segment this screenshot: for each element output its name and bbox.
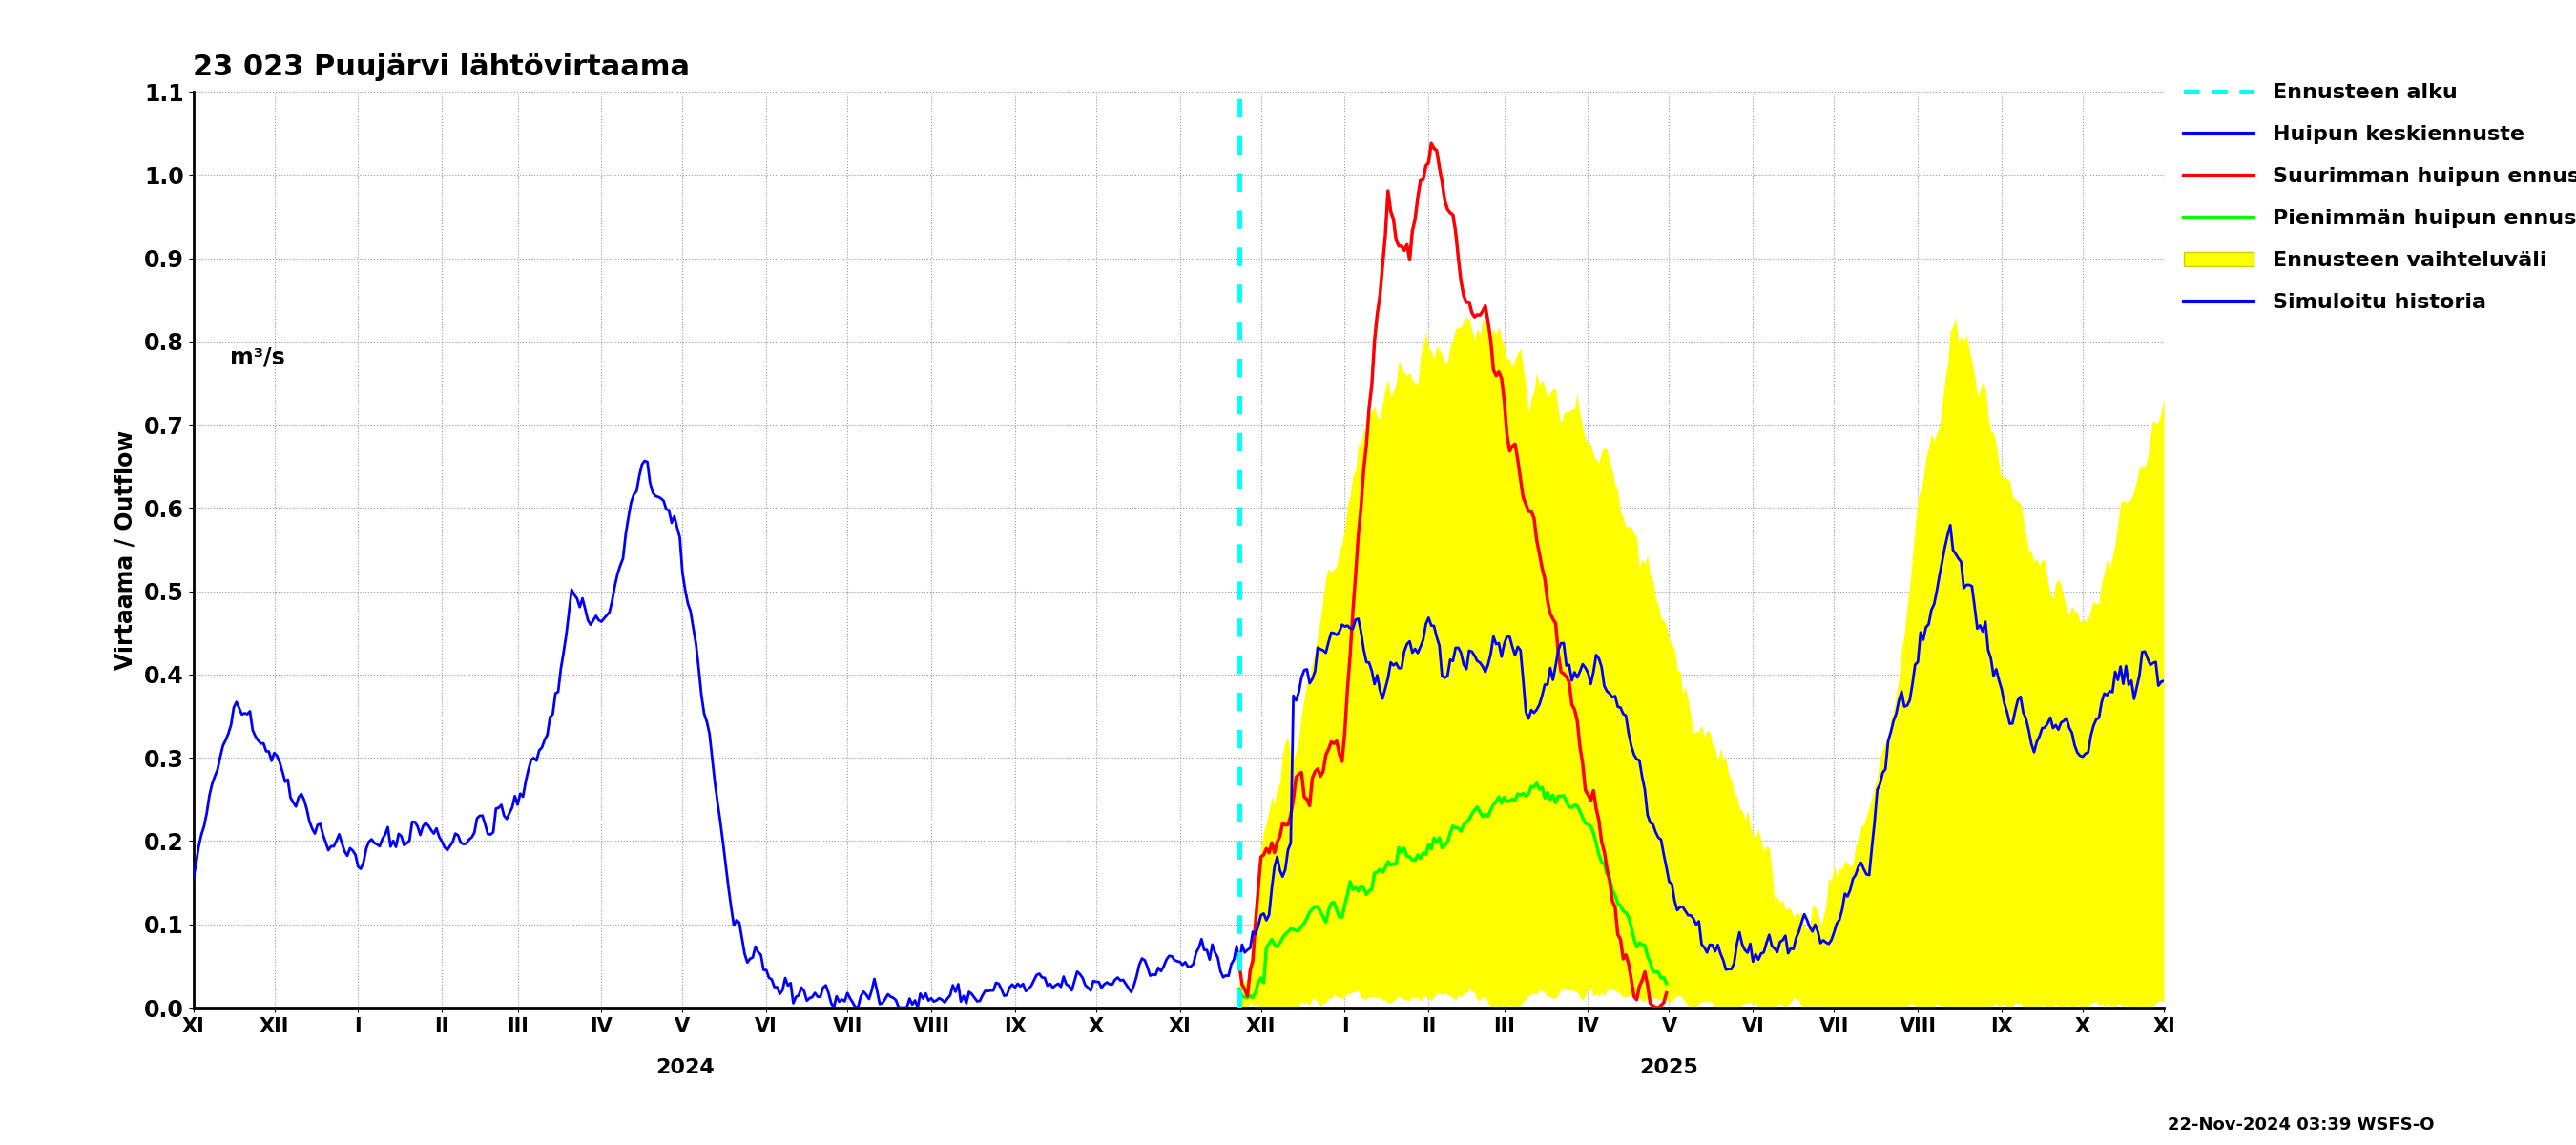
Text: 22-Nov-2024 03:39 WSFS-O: 22-Nov-2024 03:39 WSFS-O: [2166, 1116, 2434, 1134]
Legend: Ennusteen alku, Huipun keskiennuste, Suurimman huipun ennuste, Pienimmän huipun : Ennusteen alku, Huipun keskiennuste, Suu…: [2184, 84, 2576, 313]
Text: 23 023 Puujärvi lähtövirtaama: 23 023 Puujärvi lähtövirtaama: [193, 54, 690, 81]
Text: 2025: 2025: [1641, 1058, 1698, 1077]
Text: m³/s: m³/s: [229, 346, 286, 369]
Text: 2024: 2024: [657, 1058, 714, 1077]
Y-axis label: Virtaama / Outflow: Virtaama / Outflow: [113, 429, 137, 670]
